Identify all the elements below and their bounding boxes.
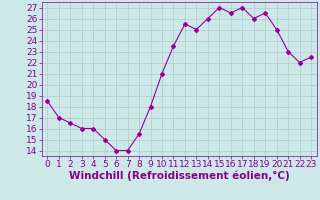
X-axis label: Windchill (Refroidissement éolien,°C): Windchill (Refroidissement éolien,°C)	[69, 171, 290, 181]
